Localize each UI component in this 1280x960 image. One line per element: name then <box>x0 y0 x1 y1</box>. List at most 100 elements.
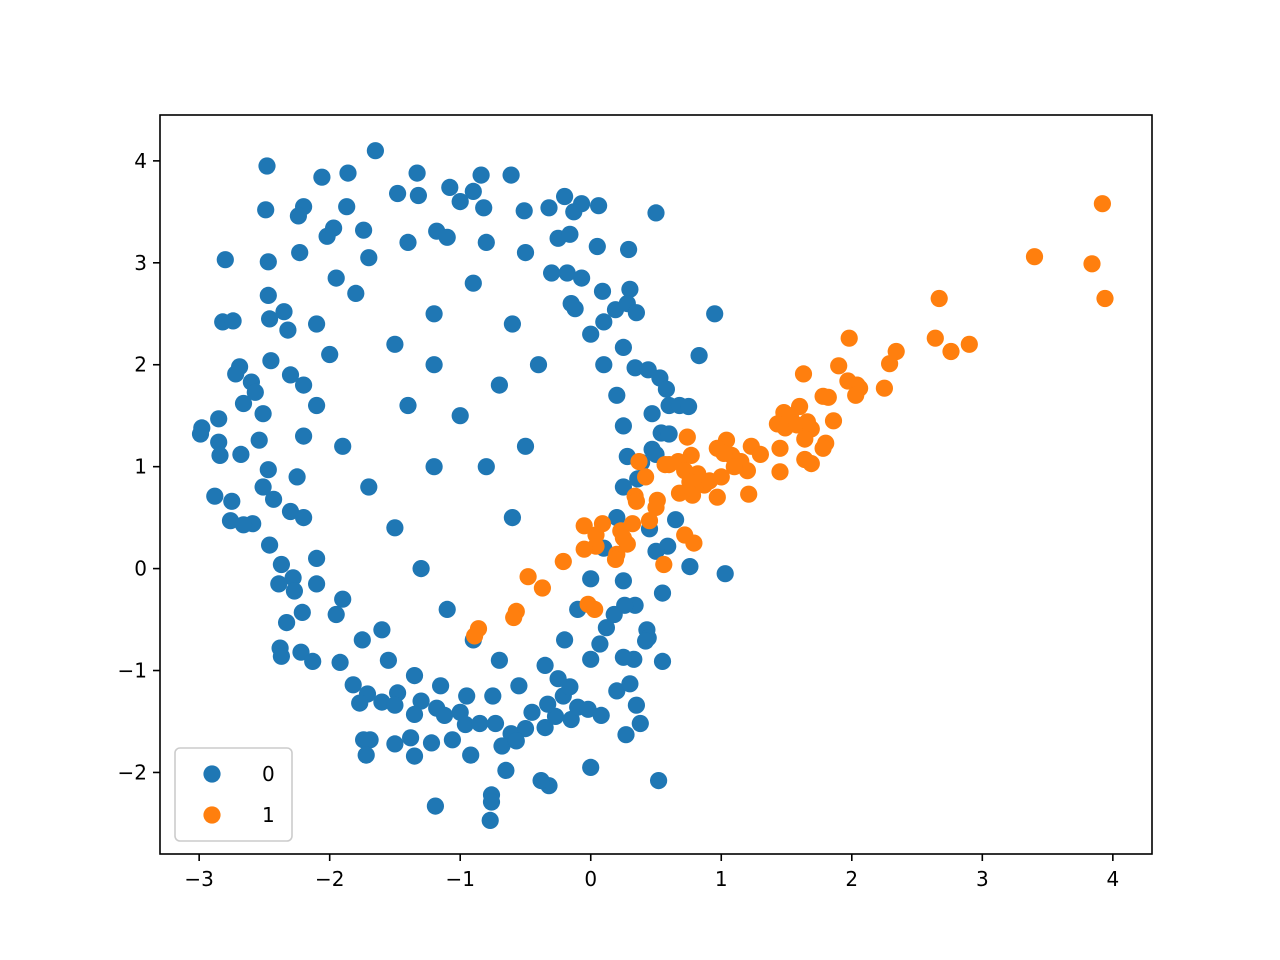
data-point-series-0-30 <box>216 251 234 269</box>
data-point-series-0-33 <box>451 193 469 211</box>
data-point-series-0-8 <box>389 184 407 203</box>
data-point-series-1-6 <box>942 342 960 361</box>
data-point-series-0-15 <box>590 197 608 215</box>
data-point-series-0-86 <box>234 516 253 534</box>
data-point-series-0-2 <box>408 164 426 182</box>
legend-marker-series-0 <box>203 765 221 783</box>
data-point-series-1-1 <box>1025 248 1044 266</box>
data-point-series-0-48 <box>706 305 724 323</box>
data-point-series-1-57 <box>740 485 758 503</box>
data-point-series-0-91 <box>284 569 302 587</box>
data-point-series-0-77 <box>250 431 268 449</box>
data-point-series-1-65 <box>575 517 593 535</box>
data-point-series-1-84 <box>466 627 484 645</box>
data-point-series-1-5 <box>926 329 944 347</box>
data-point-series-0-133 <box>591 635 609 653</box>
data-point-series-0-9 <box>409 186 427 205</box>
data-point-series-0-98 <box>292 643 310 661</box>
data-point-series-0-220 <box>458 687 476 705</box>
data-point-series-0-173 <box>605 605 623 624</box>
data-point-series-0-36 <box>593 282 612 300</box>
data-point-series-0-79 <box>232 445 250 463</box>
data-point-series-0-4 <box>502 166 520 184</box>
data-point-series-0-189 <box>490 651 508 669</box>
data-point-series-0-141 <box>482 793 501 811</box>
y-tick-label: −1 <box>118 659 147 683</box>
data-point-series-0-69 <box>281 366 300 384</box>
data-point-series-0-212 <box>608 508 626 527</box>
data-point-series-1-51 <box>681 473 699 491</box>
data-point-series-0-145 <box>443 731 461 749</box>
data-point-series-0-225 <box>327 605 345 624</box>
data-point-series-1-70 <box>575 540 593 558</box>
data-point-series-0-176 <box>425 305 443 323</box>
data-point-series-1-78 <box>533 579 552 597</box>
data-point-series-0-229 <box>477 458 495 476</box>
data-point-series-0-73 <box>210 410 228 428</box>
data-point-series-0-180 <box>347 284 365 302</box>
data-point-series-0-17 <box>257 201 275 219</box>
data-point-series-0-138 <box>532 772 550 790</box>
data-point-series-0-125 <box>627 696 646 714</box>
data-point-series-0-100 <box>331 653 349 672</box>
data-point-series-0-124 <box>621 675 639 693</box>
data-point-series-1-10 <box>840 329 858 347</box>
data-point-series-0-195 <box>295 427 313 445</box>
legend-label-series-1: 1 <box>262 803 275 827</box>
data-point-series-0-47 <box>627 304 646 322</box>
data-point-series-0-163 <box>653 584 672 602</box>
data-point-series-0-207 <box>595 356 613 374</box>
data-point-series-0-49 <box>690 347 708 365</box>
data-point-series-0-3 <box>472 166 490 184</box>
data-point-series-0-53 <box>626 359 644 377</box>
data-point-series-0-89 <box>261 536 279 554</box>
data-point-series-0-76 <box>210 433 228 451</box>
data-point-series-0-171 <box>647 542 665 560</box>
data-point-series-0-37 <box>558 264 576 282</box>
data-point-series-0-21 <box>289 207 307 225</box>
data-point-series-0-99 <box>304 652 322 671</box>
points-layer <box>191 142 1114 830</box>
data-point-series-0-144 <box>462 746 480 764</box>
x-tick-label: 2 <box>845 867 858 891</box>
data-point-series-0-198 <box>327 269 345 287</box>
y-tick-label: 3 <box>134 251 147 275</box>
data-point-series-0-142 <box>481 811 499 830</box>
x-tick-label: −1 <box>445 867 474 891</box>
data-point-series-0-112 <box>456 715 474 734</box>
data-point-series-0-203 <box>516 244 535 262</box>
data-point-series-0-34 <box>464 182 482 200</box>
data-point-series-0-167 <box>716 565 734 583</box>
data-point-series-1-56 <box>708 488 726 506</box>
data-point-series-0-122 <box>592 706 610 725</box>
data-point-series-0-10 <box>556 187 574 206</box>
data-point-series-1-85 <box>647 498 665 516</box>
data-point-series-0-113 <box>471 714 489 733</box>
data-point-series-0-80 <box>259 461 277 479</box>
legend-label-series-0: 0 <box>262 762 275 786</box>
data-point-series-0-43 <box>261 310 279 328</box>
data-point-series-0-31 <box>259 253 277 271</box>
data-point-series-0-154 <box>507 732 525 750</box>
data-point-series-0-104 <box>373 693 391 711</box>
data-point-series-0-72 <box>254 405 272 423</box>
data-point-series-0-51 <box>595 313 613 331</box>
y-tick-label: −2 <box>118 760 147 784</box>
data-point-series-0-196 <box>295 376 313 394</box>
data-point-series-0-147 <box>405 747 424 765</box>
data-point-series-1-75 <box>655 555 673 574</box>
data-point-series-0-187 <box>438 600 456 619</box>
data-point-series-0-0 <box>366 142 384 160</box>
y-tick-label: 4 <box>134 149 147 173</box>
data-point-series-1-45 <box>682 446 700 464</box>
data-point-series-0-221 <box>432 677 450 695</box>
data-point-series-0-18 <box>515 202 533 220</box>
data-point-series-0-116 <box>516 720 535 738</box>
data-point-series-0-42 <box>224 312 242 330</box>
data-point-series-0-156 <box>539 695 557 713</box>
data-point-series-1-44 <box>678 428 696 446</box>
data-point-series-0-32 <box>291 244 309 262</box>
data-point-series-0-26 <box>561 225 579 243</box>
data-point-series-0-183 <box>334 437 352 455</box>
data-point-series-0-204 <box>543 264 561 282</box>
